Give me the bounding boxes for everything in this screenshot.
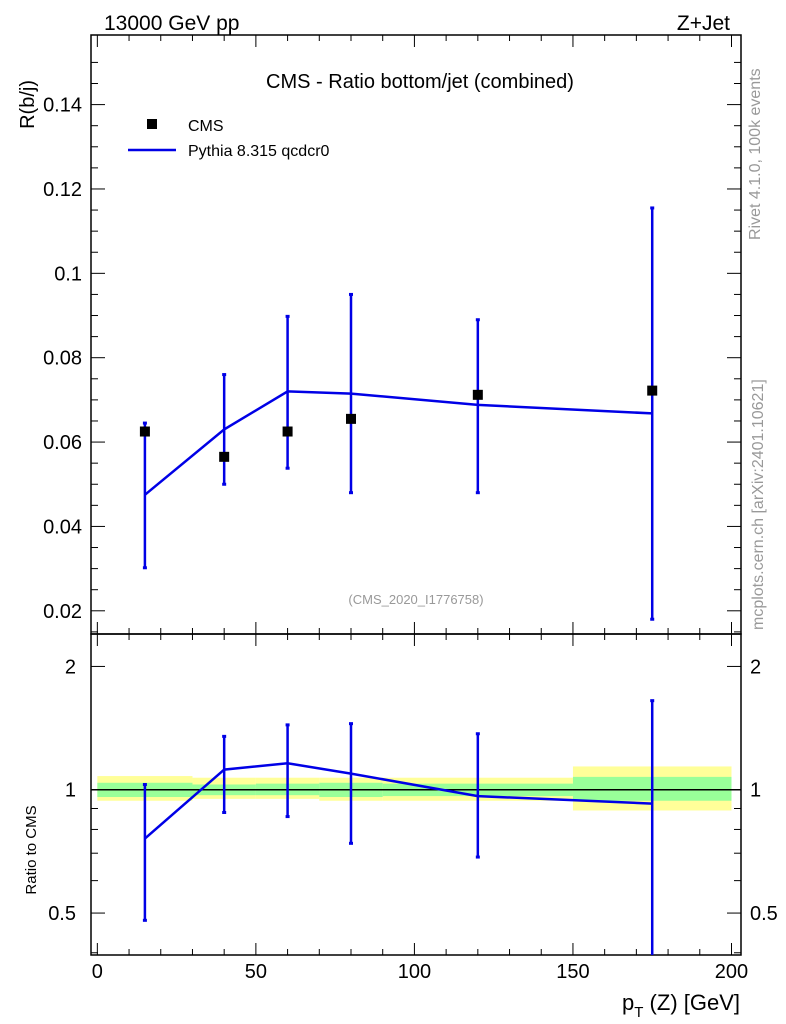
error-cap-high-pythia (349, 292, 353, 296)
chart-title: CMS - Ratio bottom/jet (combined) (266, 71, 574, 93)
y-tick-label-ratio-left: 2 (65, 656, 76, 678)
x-tick-label: 0 (92, 961, 103, 983)
ratio-error-cap-low (142, 918, 147, 922)
y-axis-label-ratio: Ratio to CMS (23, 805, 40, 894)
y-tick-label-ratio-right: 0.5 (750, 903, 778, 925)
y-tick-label-main: 0.02 (43, 601, 82, 623)
error-cap-low-pythia (142, 566, 147, 570)
y-tick-label-ratio-left: 0.5 (48, 903, 76, 925)
error-cap-high-pythia (475, 318, 480, 322)
x-axis-label: pT (Z) [GeV] (622, 990, 740, 1021)
error-cap-low-pythia (285, 466, 290, 470)
header-left: 13000 GeV pp (104, 12, 239, 35)
ratio-error-cap-high (349, 722, 353, 726)
data-point-cms (282, 426, 293, 437)
ratio-error-cap-high (650, 699, 655, 703)
series-line-pythia (144, 390, 653, 496)
data-point-cms (219, 451, 230, 462)
y-tick-label-main: 0.08 (43, 348, 82, 370)
ratio-error-cap-high (285, 723, 290, 727)
y-axis-label-main: R(b/j) (17, 80, 39, 129)
y-tick-label-main: 0.12 (43, 179, 82, 201)
x-tick-label: 100 (398, 961, 431, 983)
ratio-frame (90, 633, 742, 956)
y-tick-label-main: 0.04 (43, 516, 82, 538)
x-tick-label: 50 (245, 961, 267, 983)
error-cap-high-pythia (285, 314, 290, 318)
error-cap-low-pythia (349, 491, 353, 495)
error-cap-low-pythia (475, 491, 480, 495)
main-panel: 0.02 0.04 0.06 0.08 0.1 0.12 0.14 (43, 34, 742, 955)
data-point-cms (647, 385, 658, 396)
header-right: Z+Jet (677, 12, 730, 35)
ratio-panel: 0 50 100 150 200 0.5 0.5 1 1 2 2 (48, 35, 778, 983)
ratio-error-cap-high (222, 734, 227, 738)
y-tick-label-main: 0.06 (43, 432, 82, 454)
side-label-rivet: Rivet 4.1.0, 100k events (747, 68, 764, 240)
legend-label-pythia: Pythia 8.315 qcdcr0 (188, 143, 330, 160)
ratio-error-cap-low (285, 815, 290, 819)
error-cap-low-pythia (222, 482, 227, 486)
y-tick-label-ratio-right: 1 (750, 780, 761, 802)
y-tick-label-main: 0.14 (43, 95, 82, 117)
watermark-analysis: (CMS_2020_I1776758) (348, 592, 483, 607)
ratio-error-cap-low (349, 841, 353, 845)
error-cap-low-pythia (650, 617, 655, 621)
data-point-cms (346, 413, 356, 424)
error-cap-high-pythia (222, 373, 227, 377)
error-cap-high-pythia (650, 206, 655, 210)
ratio-error-cap-low (475, 855, 480, 859)
ratio-line-pythia (144, 762, 653, 840)
side-label-mcplots: mcplots.cern.ch [arXiv:2401.10621] (750, 379, 767, 630)
data-point-cms (139, 426, 150, 437)
ratio-error-cap-high (475, 732, 480, 736)
x-tick-label: 200 (715, 961, 748, 983)
legend-label-cms: CMS (188, 118, 224, 135)
data-point-cms (472, 389, 483, 400)
ratio-error-cap-high (142, 782, 147, 786)
y-tick-label-main: 0.1 (54, 263, 82, 285)
y-tick-label-ratio-right: 2 (750, 656, 761, 678)
x-tick-label: 150 (556, 961, 589, 983)
ratio-error-cap-low (222, 810, 227, 814)
legend-marker-cms (147, 119, 157, 129)
y-tick-label-ratio-left: 1 (65, 780, 76, 802)
legend: CMS Pythia 8.315 qcdcr0 (128, 118, 330, 160)
error-cap-high-pythia (142, 421, 147, 425)
